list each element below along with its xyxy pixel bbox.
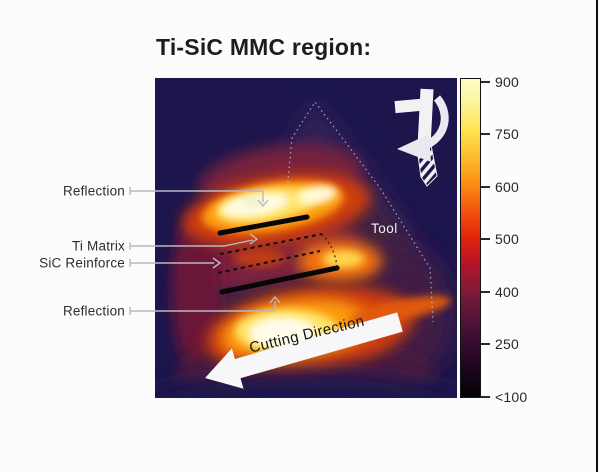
colorbar-tick-label: 250 (495, 336, 519, 352)
colorbar-tick-label: 400 (495, 284, 519, 300)
drill-rotation-icon (394, 88, 449, 187)
colorbar-tick (481, 238, 490, 240)
tool-label: Tool (371, 221, 398, 236)
orange-streak (348, 296, 452, 324)
colorbar-tick-label: 750 (495, 126, 519, 142)
colorbar-tick-label: 600 (495, 179, 519, 195)
cutting-direction-arrow (205, 312, 403, 389)
heatmap-figure: Cutting Direction Tool (155, 78, 457, 398)
colorbar-tick (481, 343, 490, 345)
colorbar-tick-label: 500 (495, 231, 519, 247)
annotation-label-sic-reinforce: SiC Reinforce (39, 255, 125, 271)
right-edge-line (596, 0, 598, 472)
rotation-arc (424, 95, 449, 149)
annotation-label-reflection-top: Reflection (62, 183, 125, 199)
colorbar-tick (481, 186, 490, 188)
colorbar-tick-label: <100 (495, 389, 528, 405)
page-title: Ti-SiC MMC region: (156, 34, 372, 60)
drill-shank (417, 88, 434, 148)
upper-hot-core-2 (297, 185, 337, 205)
colorbar (460, 78, 481, 398)
lower-machined-line (219, 265, 340, 295)
colorbar-tick-label: 900 (495, 74, 519, 90)
colorbar-tick (481, 396, 490, 398)
upper-machined-line (217, 214, 310, 236)
mid-hot-core (322, 250, 364, 268)
sic-dashed-line-upper (219, 233, 323, 255)
rotation-arrowhead (397, 134, 431, 162)
annotation-label-reflection-bottom: Reflection (62, 303, 125, 319)
drill-cross-bar (394, 98, 423, 114)
colorbar-tick (481, 81, 490, 83)
reflection-artifact-tint (244, 198, 262, 206)
colorbar-tick (481, 133, 490, 135)
colorbar-tick (481, 291, 490, 293)
heatmap-image: Cutting Direction Tool (155, 78, 457, 398)
annotation-label-ti-matrix: Ti Matrix (71, 238, 125, 254)
sic-dashed-line-lower (217, 250, 321, 274)
mid-warm-spot (234, 249, 286, 267)
